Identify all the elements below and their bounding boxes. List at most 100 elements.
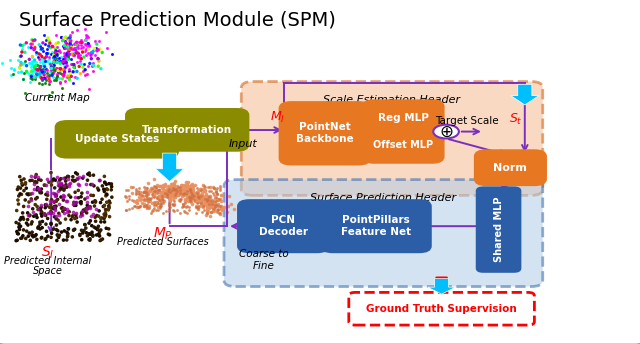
- Point: [178, 192, 188, 197]
- Point: [179, 182, 189, 188]
- Point: [58, 192, 68, 197]
- Point: [56, 186, 66, 192]
- Point: [152, 187, 163, 193]
- Point: [56, 176, 66, 181]
- Point: [47, 44, 58, 49]
- Point: [84, 221, 94, 226]
- Point: [71, 47, 81, 53]
- Point: [163, 195, 173, 201]
- Point: [183, 196, 193, 201]
- Point: [206, 198, 216, 204]
- Point: [122, 198, 132, 204]
- Point: [33, 185, 43, 191]
- Point: [194, 195, 204, 201]
- Point: [61, 237, 72, 243]
- Point: [17, 76, 28, 82]
- Point: [33, 62, 44, 67]
- Point: [180, 201, 190, 206]
- Point: [40, 37, 51, 43]
- Point: [66, 38, 76, 44]
- Point: [196, 198, 206, 204]
- Point: [33, 185, 43, 190]
- Point: [172, 186, 182, 192]
- Point: [41, 51, 51, 56]
- Point: [138, 193, 148, 198]
- Point: [188, 183, 198, 189]
- Point: [186, 190, 196, 195]
- Point: [193, 194, 204, 200]
- Point: [164, 193, 175, 199]
- Point: [56, 34, 66, 40]
- Point: [201, 195, 211, 201]
- Point: [135, 190, 145, 196]
- Point: [81, 230, 92, 236]
- Point: [161, 190, 172, 196]
- Point: [138, 203, 148, 208]
- Point: [203, 198, 213, 203]
- Point: [48, 71, 58, 76]
- Point: [152, 199, 163, 204]
- Point: [180, 182, 191, 188]
- Point: [97, 236, 108, 242]
- Point: [17, 210, 28, 216]
- Point: [157, 193, 167, 198]
- Point: [141, 193, 151, 199]
- Point: [148, 207, 158, 212]
- Point: [176, 189, 186, 194]
- Point: [214, 187, 225, 192]
- Point: [185, 195, 195, 201]
- Point: [140, 197, 150, 202]
- Point: [15, 42, 26, 48]
- Point: [69, 62, 79, 67]
- Point: [67, 44, 77, 50]
- Point: [45, 198, 56, 204]
- Point: [55, 80, 65, 85]
- Point: [212, 206, 223, 212]
- Point: [170, 194, 180, 200]
- Point: [38, 62, 49, 67]
- Point: [70, 190, 80, 195]
- Point: [95, 46, 105, 52]
- Point: [45, 78, 55, 84]
- Point: [74, 183, 84, 188]
- Point: [165, 189, 175, 194]
- Point: [58, 194, 68, 200]
- Point: [35, 59, 45, 65]
- Point: [207, 184, 218, 190]
- Point: [189, 195, 199, 201]
- Point: [32, 215, 42, 220]
- Point: [55, 220, 65, 226]
- Point: [91, 225, 101, 231]
- Point: [205, 203, 215, 208]
- Point: [56, 34, 67, 39]
- Point: [84, 61, 95, 66]
- Point: [196, 193, 207, 198]
- Point: [76, 214, 86, 219]
- Point: [172, 187, 182, 193]
- Point: [63, 44, 74, 49]
- Point: [198, 204, 209, 209]
- Point: [197, 195, 207, 201]
- Point: [52, 52, 62, 57]
- Point: [190, 183, 200, 188]
- Point: [202, 210, 212, 216]
- Point: [155, 205, 165, 211]
- Point: [185, 189, 195, 194]
- Point: [129, 198, 140, 204]
- Point: [78, 207, 88, 213]
- Point: [27, 190, 37, 195]
- Point: [75, 58, 85, 64]
- Point: [77, 40, 87, 45]
- Point: [13, 201, 24, 207]
- Point: [81, 42, 92, 48]
- Point: [33, 67, 43, 73]
- Point: [38, 61, 49, 66]
- Point: [99, 219, 109, 225]
- Point: [28, 234, 38, 239]
- Point: [167, 182, 177, 187]
- Point: [76, 56, 86, 62]
- Point: [148, 192, 159, 197]
- Point: [24, 192, 34, 197]
- Point: [30, 202, 40, 207]
- Point: [72, 59, 82, 65]
